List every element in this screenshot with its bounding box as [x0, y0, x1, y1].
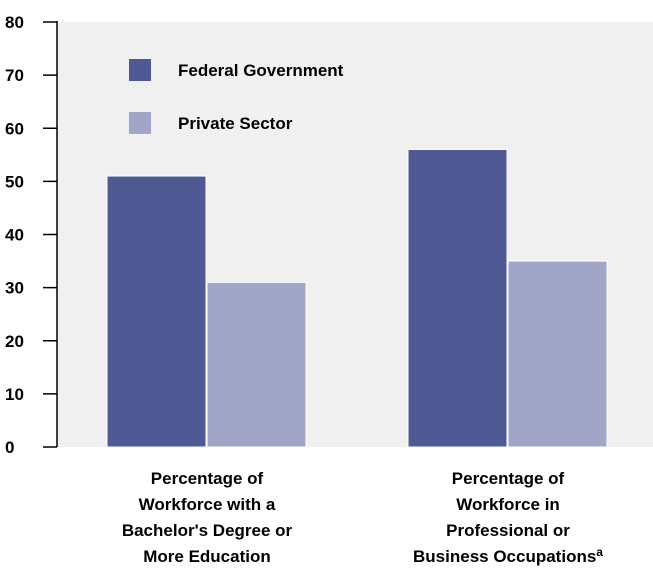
y-tick-label: 80: [5, 13, 24, 32]
y-tick-label: 10: [5, 385, 24, 404]
x-category-label-line: Bachelor's Degree or: [122, 521, 293, 540]
y-tick-label: 70: [5, 66, 24, 85]
x-category-label-line: Percentage of: [452, 469, 565, 488]
x-category-label-line: Business Occupationsa: [413, 545, 603, 566]
x-category-label-line: Workforce in: [456, 495, 560, 514]
y-tick-label: 40: [5, 226, 24, 245]
y-tick-label: 30: [5, 279, 24, 298]
y-tick-label: 20: [5, 332, 24, 351]
x-category-label-line: Percentage of: [151, 469, 264, 488]
legend-swatch-federal: [129, 59, 151, 81]
bar-federal-2: [407, 149, 508, 448]
bar-private-1: [206, 281, 307, 448]
x-category-label-text: Business Occupations: [413, 547, 596, 566]
footnote-marker: a: [596, 545, 603, 559]
y-tick-label: 0: [5, 438, 14, 457]
y-tick-label: 50: [5, 172, 24, 191]
legend-label-private: Private Sector: [178, 114, 293, 133]
x-category-label-line: Professional or: [446, 521, 570, 540]
bar-private-2: [507, 260, 608, 448]
legend-label-federal: Federal Government: [178, 61, 344, 80]
bar-federal-1: [106, 175, 207, 448]
y-tick-label: 60: [5, 119, 24, 138]
x-category-label-line: More Education: [143, 547, 271, 566]
legend-swatch-private: [129, 112, 151, 134]
x-category-label-line: Workforce with a: [139, 495, 276, 514]
